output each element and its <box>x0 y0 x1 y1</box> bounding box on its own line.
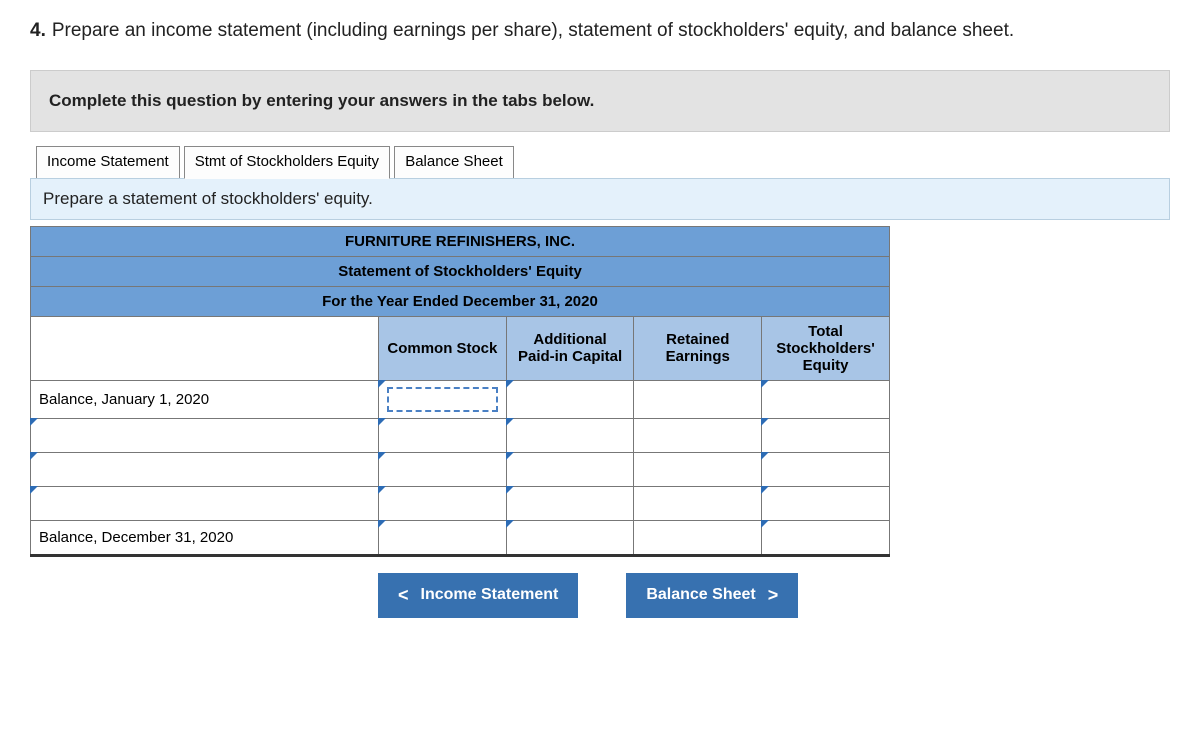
cell-input[interactable] <box>642 493 753 514</box>
cell-input[interactable] <box>387 527 498 548</box>
data-cell[interactable] <box>762 418 890 452</box>
data-cell[interactable] <box>506 418 634 452</box>
dropdown-tick-icon <box>761 520 769 528</box>
cell-input[interactable] <box>387 387 498 412</box>
data-cell[interactable] <box>634 452 762 486</box>
cell-input[interactable] <box>642 425 753 446</box>
dropdown-tick-icon <box>761 418 769 426</box>
data-cell[interactable] <box>506 452 634 486</box>
data-cell[interactable] <box>634 520 762 555</box>
tab-income-statement[interactable]: Income Statement <box>36 146 180 179</box>
data-cell[interactable] <box>379 380 507 418</box>
question-text: Prepare an income statement (including e… <box>52 20 1014 42</box>
data-cell[interactable] <box>634 486 762 520</box>
dropdown-tick-icon <box>30 418 38 426</box>
data-cell[interactable] <box>379 520 507 555</box>
cell-input[interactable] <box>642 387 753 412</box>
row-label: Balance, January 1, 2020 <box>31 380 379 418</box>
data-cell[interactable] <box>762 486 890 520</box>
column-header-common-stock: Common Stock <box>379 316 507 380</box>
row-label-input[interactable] <box>31 486 379 520</box>
tab-label: Balance Sheet <box>405 153 503 172</box>
dropdown-tick-icon <box>506 418 514 426</box>
question-number: 4. <box>30 20 46 42</box>
dropdown-tick-icon <box>378 418 386 426</box>
cell-input[interactable] <box>642 527 753 548</box>
table-row: Balance, January 1, 2020 <box>31 380 890 418</box>
prev-button[interactable]: < Income Statement <box>378 573 578 618</box>
instruction-bar: Complete this question by entering your … <box>30 70 1170 132</box>
data-cell[interactable] <box>762 520 890 555</box>
data-cell[interactable] <box>506 486 634 520</box>
data-cell[interactable] <box>762 380 890 418</box>
nav-row: < Income Statement Balance Sheet > <box>378 573 1170 618</box>
data-cell[interactable] <box>379 452 507 486</box>
chevron-left-icon: < <box>398 585 409 606</box>
sub-instruction: Prepare a statement of stockholders' equ… <box>30 178 1170 220</box>
row-label-input[interactable] <box>31 418 379 452</box>
cell-input[interactable] <box>515 387 626 412</box>
tab-label: Stmt of Stockholders Equity <box>195 153 379 172</box>
dropdown-tick-icon <box>761 486 769 494</box>
prev-button-label: Income Statement <box>421 586 559 604</box>
cell-input[interactable] <box>515 493 626 514</box>
question-line: 4. Prepare an income statement (includin… <box>30 20 1170 42</box>
data-cell[interactable] <box>379 418 507 452</box>
table-row <box>31 452 890 486</box>
dropdown-tick-icon <box>30 452 38 460</box>
cell-input[interactable] <box>770 387 881 412</box>
data-cell[interactable] <box>379 486 507 520</box>
cell-input[interactable] <box>515 425 626 446</box>
stockholders-equity-table: FURNITURE REFINISHERS, INC. Statement of… <box>30 226 890 557</box>
dropdown-tick-icon <box>378 520 386 528</box>
data-cell[interactable] <box>634 380 762 418</box>
table-row <box>31 486 890 520</box>
cell-input[interactable] <box>515 527 626 548</box>
cell-input[interactable] <box>39 459 370 480</box>
table-row: Balance, December 31, 2020 <box>31 520 890 555</box>
tab-label: Income Statement <box>47 153 169 172</box>
cell-input[interactable] <box>642 459 753 480</box>
data-cell[interactable] <box>506 380 634 418</box>
dropdown-tick-icon <box>506 452 514 460</box>
data-cell[interactable] <box>506 520 634 555</box>
dropdown-tick-icon <box>506 486 514 494</box>
cell-input[interactable] <box>387 459 498 480</box>
cell-input[interactable] <box>387 493 498 514</box>
column-header-blank <box>31 316 379 380</box>
cell-input[interactable] <box>387 425 498 446</box>
cell-input[interactable] <box>39 425 370 446</box>
table-title-company: FURNITURE REFINISHERS, INC. <box>31 226 890 256</box>
cell-input[interactable] <box>770 425 881 446</box>
cell-input[interactable] <box>770 527 881 548</box>
row-label: Balance, December 31, 2020 <box>31 520 379 555</box>
dropdown-tick-icon <box>378 486 386 494</box>
cell-input[interactable] <box>770 459 881 480</box>
column-header-additional-paid-in: Additional Paid-in Capital <box>506 316 634 380</box>
table-title-statement: Statement of Stockholders' Equity <box>31 256 890 286</box>
row-label-input[interactable] <box>31 452 379 486</box>
table-title-period: For the Year Ended December 31, 2020 <box>31 286 890 316</box>
cell-input[interactable] <box>770 493 881 514</box>
dropdown-tick-icon <box>761 452 769 460</box>
tab-stockholders-equity[interactable]: Stmt of Stockholders Equity <box>184 146 390 179</box>
cell-input[interactable] <box>515 459 626 480</box>
data-cell[interactable] <box>634 418 762 452</box>
dropdown-tick-icon <box>378 380 386 388</box>
data-cell[interactable] <box>762 452 890 486</box>
next-button[interactable]: Balance Sheet > <box>626 573 798 618</box>
next-button-label: Balance Sheet <box>646 586 755 604</box>
column-header-total-equity: Total Stockholders' Equity <box>762 316 890 380</box>
table-row <box>31 418 890 452</box>
cell-input[interactable] <box>39 493 370 514</box>
tab-balance-sheet[interactable]: Balance Sheet <box>394 146 514 179</box>
dropdown-tick-icon <box>378 452 386 460</box>
tabs-row: Income Statement Stmt of Stockholders Eq… <box>36 146 1170 179</box>
dropdown-tick-icon <box>506 520 514 528</box>
dropdown-tick-icon <box>506 380 514 388</box>
dropdown-tick-icon <box>761 380 769 388</box>
chevron-right-icon: > <box>768 585 779 606</box>
dropdown-tick-icon <box>30 486 38 494</box>
column-header-retained-earnings: Retained Earnings <box>634 316 762 380</box>
